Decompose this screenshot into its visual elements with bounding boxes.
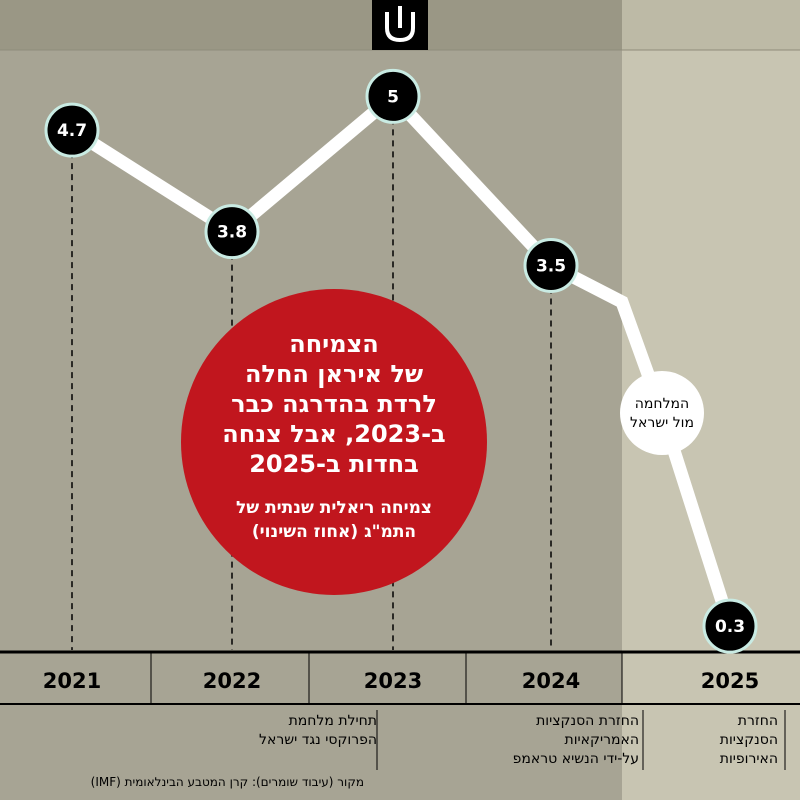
- data-point-2024: [523, 237, 579, 293]
- x-axis-band-2025: [622, 652, 800, 704]
- annotation-war-line-2: מול ישראל: [630, 415, 694, 431]
- x-tick-label-2022: 2022: [203, 669, 261, 693]
- data-label-2023: 5: [387, 87, 399, 107]
- annotation-proxy-war-line-2: הפרוקסי נגד ישראל: [259, 732, 377, 748]
- source-note: מקור (עיבוד שומרים): קרן המטבע הבינלאומי…: [91, 775, 364, 789]
- title-line-3: לרדת בהדרגה כבר: [231, 390, 437, 418]
- title-circle: [181, 289, 487, 595]
- logo-cup-shape: [385, 12, 415, 43]
- annotation-eu-sanctions-line-3: האירופיות: [720, 751, 778, 767]
- annotation-war-circle: [620, 371, 704, 455]
- title-line-5: בחדות ב-2025: [249, 450, 419, 478]
- annotation-us-sanctions-line-2: האמריקאיות: [565, 732, 639, 748]
- data-label-2025: 0.3: [715, 617, 745, 637]
- title-line-1: הצמיחה: [289, 330, 379, 358]
- data-label-2022: 3.8: [217, 223, 247, 243]
- x-tick-label-2025: 2025: [701, 669, 759, 693]
- top-band-2025: [622, 0, 800, 50]
- subtitle-line-1: צמיחה ריאלית שנתית של: [236, 498, 432, 518]
- annotation-eu-sanctions-line-2: הסנקציות: [720, 732, 778, 748]
- annotation-proxy-war-line-1: תחילת מלחמת: [289, 713, 377, 729]
- data-label-2024: 3.5: [536, 256, 566, 276]
- title-line-2: של איראן החלה: [245, 360, 423, 388]
- title-line-4: ב-2023, אבל צנחה: [222, 420, 445, 448]
- data-point-2023: [365, 68, 421, 124]
- data-label-2021: 4.7: [57, 121, 87, 141]
- x-tick-label-2021: 2021: [43, 669, 101, 693]
- annotation-us-sanctions-line-3: על-ידי הנשיא טראמפ: [513, 751, 639, 767]
- subtitle-line-2: התמ"ג (אחוז השינוי): [252, 522, 416, 542]
- data-point-2021: [44, 102, 100, 158]
- data-point-2025: [702, 598, 758, 654]
- data-point-2022: [204, 204, 260, 260]
- x-tick-label-2023: 2023: [364, 669, 422, 693]
- annotation-eu-sanctions-line-1: החזרת: [738, 713, 778, 729]
- annotation-war-line-1: המלחמה: [635, 396, 689, 412]
- x-tick-label-2024: 2024: [522, 669, 580, 693]
- annotation-us-sanctions-line-1: החזרת הסנקציות: [536, 713, 639, 729]
